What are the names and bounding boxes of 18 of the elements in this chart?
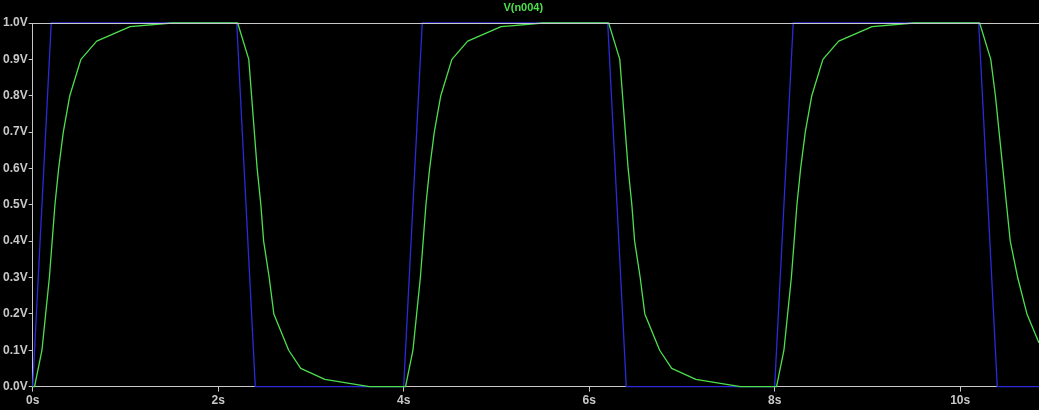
x-tick-label: 0s (26, 393, 40, 408)
y-tick-label: 0.2V (3, 306, 28, 321)
y-tick-label: 0.6V (3, 160, 28, 175)
x-tick-label: 6s (582, 393, 597, 408)
y-tick-label: 0.7V (3, 124, 28, 139)
y-tick-label: 0.0V (3, 378, 28, 393)
x-tick-label: 2s (211, 393, 226, 408)
y-tick-label: 0.3V (3, 269, 28, 284)
y-tick-label: 1.0V (3, 15, 28, 30)
x-tick-label: 10s (950, 393, 971, 408)
y-tick-label: 0.4V (3, 233, 28, 248)
y-tick-label: 0.8V (3, 88, 28, 103)
y-tick-label: 0.1V (3, 342, 28, 357)
y-tick-label: 0.9V (3, 51, 28, 66)
y-tick-label: 0.5V (3, 197, 28, 212)
series-label: V(n004) (503, 0, 544, 13)
x-tick-label: 4s (397, 393, 411, 408)
x-tick-label: 8s (767, 393, 782, 408)
